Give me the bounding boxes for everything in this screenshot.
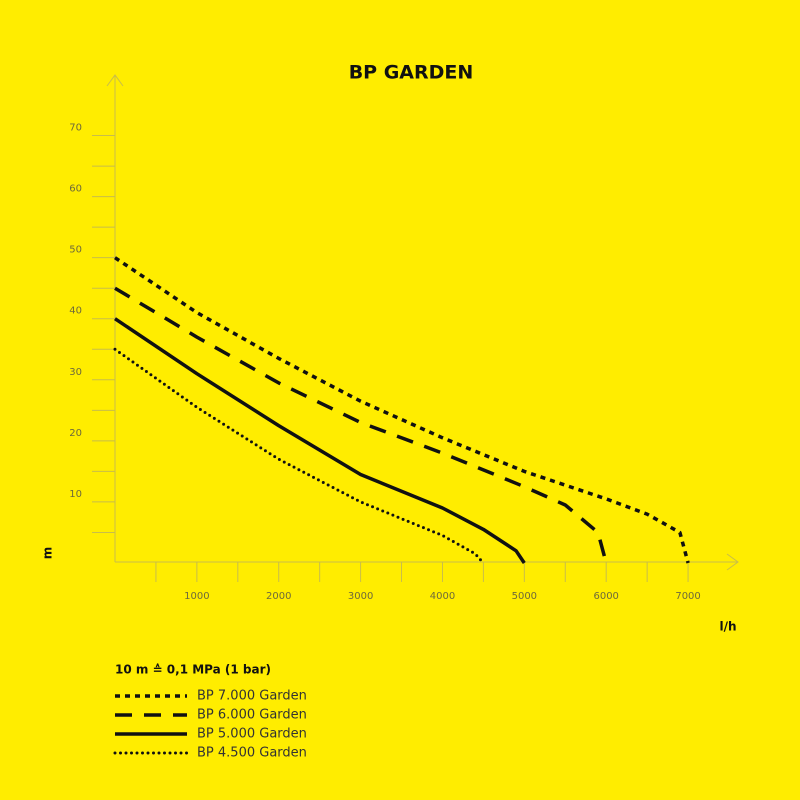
x-axis	[115, 553, 739, 571]
series-line	[113, 347, 485, 565]
x-tick-label: 1000	[184, 591, 209, 602]
x-axis-label: l/h	[719, 620, 736, 634]
legend-label: BP 6.000 Garden	[197, 708, 307, 723]
x-tick-label: 7000	[675, 591, 700, 602]
x-tick-label: 6000	[593, 591, 618, 602]
x-tick-label: 2000	[266, 591, 291, 602]
legend-label: BP 4.500 Garden	[197, 746, 307, 761]
legend-label: BP 5.000 Garden	[197, 727, 307, 742]
y-tick-label: 50	[69, 245, 82, 256]
y-tick-label: 20	[69, 428, 82, 439]
y-axis-label: m	[41, 547, 55, 560]
chart-title: BP GARDEN	[349, 62, 474, 84]
series-line	[114, 256, 690, 564]
y-tick-label: 30	[69, 367, 82, 378]
y-tick-label: 10	[69, 489, 82, 500]
series-line	[114, 317, 526, 564]
x-tick-label: 5000	[512, 591, 537, 602]
y-tick-label: 60	[69, 184, 82, 195]
x-tick-label: 4000	[430, 591, 455, 602]
x-tick-label: 3000	[348, 591, 373, 602]
y-tick-label: 70	[69, 123, 82, 134]
series-line	[114, 286, 608, 564]
annotation: 10 m ≙ 0,1 MPa (1 bar)	[115, 663, 271, 677]
y-tick-label: 40	[69, 306, 82, 317]
legend-label: BP 7.000 Garden	[197, 689, 307, 704]
